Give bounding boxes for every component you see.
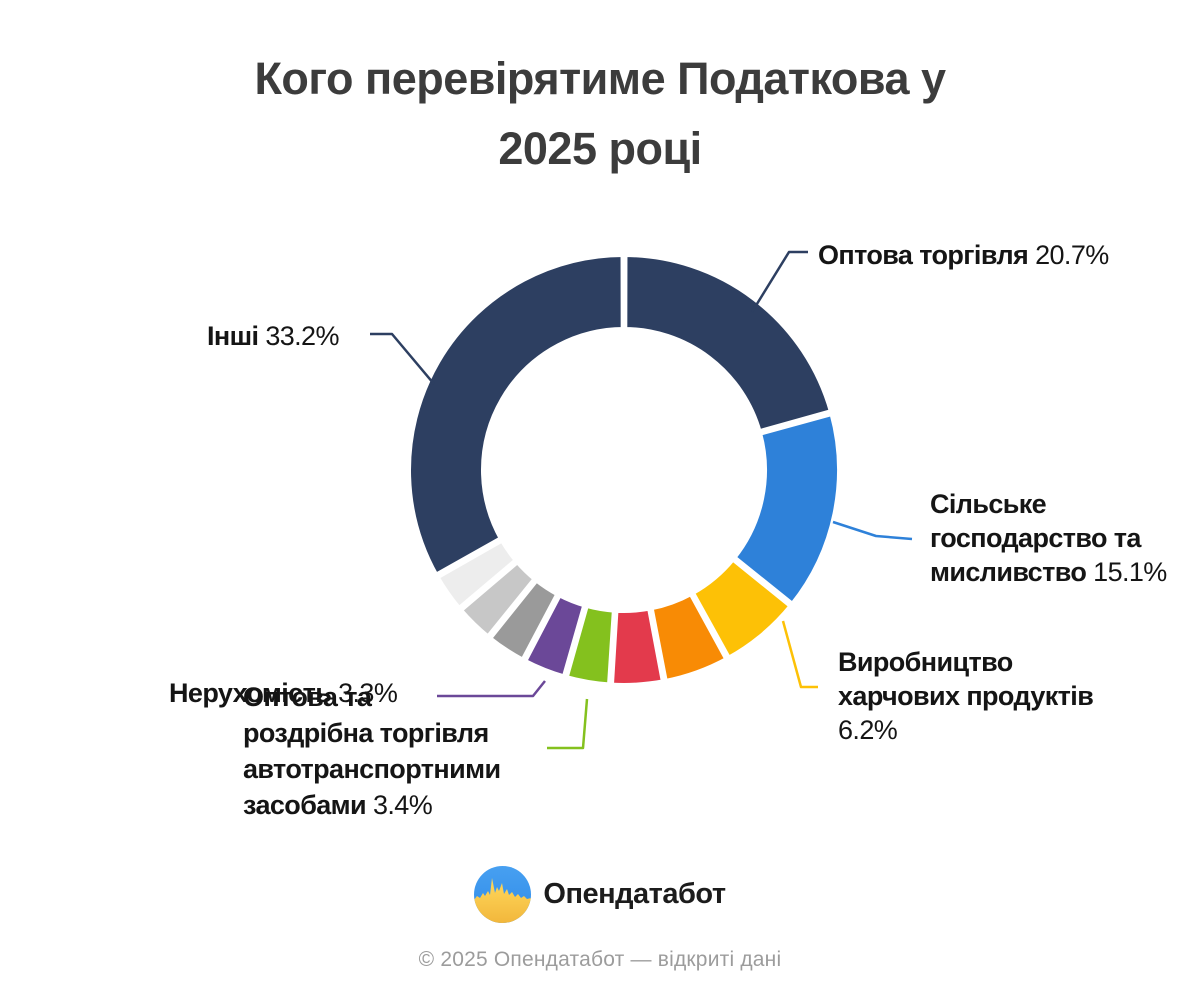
leader-green: [547, 698, 589, 750]
callout-percent: 6.2%: [838, 715, 898, 745]
leader-inshi: [370, 332, 435, 385]
donut-segment-inshi: [405, 251, 627, 580]
callout-percent: 3.4%: [372, 790, 433, 820]
page-title-line1: Кого перевірятиме Податкова у: [254, 53, 946, 104]
callout-label-line: засобами 3.4%: [243, 790, 433, 820]
page-title: Кого перевірятиме Податкова у 2025 році: [0, 44, 1200, 184]
leader-optova: [750, 250, 808, 313]
callout-label-line: Виробництво: [838, 647, 1013, 677]
callout-silske-hospodarstvo: Сільське господарство та мисливство 15.1…: [930, 487, 1167, 589]
callout-vyrobnytstvo: Виробництво харчових продуктів 6.2%: [838, 645, 1094, 747]
callout-label: Інші: [207, 321, 259, 351]
callout-label-line: господарство та: [930, 523, 1141, 553]
callout-inshi: Інші 33.2%: [207, 321, 339, 352]
page-title-line2: 2025 році: [498, 123, 702, 174]
callout-label-line: харчових продуктів: [838, 681, 1094, 711]
callout-label-line: роздрібна торгівля: [243, 718, 489, 748]
callout-label-line: автотранспортними: [243, 754, 501, 784]
callout-label: Оптова торгівля: [818, 240, 1029, 270]
callout-label-line: Оптова та: [243, 682, 372, 712]
callout-label-line: мисливство 15.1%: [930, 557, 1167, 587]
callout-optova-torhivlia: Оптова торгівля 20.7%: [818, 240, 1109, 271]
brand-row: Опендатабот: [0, 864, 1200, 924]
callout-percent: 15.1%: [1093, 557, 1167, 587]
copyright-text: © 2025 Опендатабот — відкриті дані: [418, 948, 782, 971]
leader-vyrob: [781, 620, 818, 689]
leader-nerukhomist: [437, 680, 546, 698]
callout-percent: 3.3%: [338, 678, 398, 708]
callout-label: Нерухомість: [169, 678, 332, 708]
callout-percent: 20.7%: [1035, 240, 1109, 270]
callout-nerukhomist: Нерухомість 3.3%: [169, 678, 398, 709]
brand-name: Опендатабот: [543, 877, 726, 910]
opendatabot-logo-icon: [474, 865, 532, 923]
callout-torhivlia-avtotransportom: Оптова та роздрібна торгівля автотранспо…: [243, 679, 501, 823]
leader-silske: [832, 520, 913, 541]
callout-label-line: Сільське: [930, 489, 1047, 519]
callout-percent: 33.2%: [265, 321, 339, 351]
donut-segment-optova-torhivlia: [621, 251, 836, 436]
